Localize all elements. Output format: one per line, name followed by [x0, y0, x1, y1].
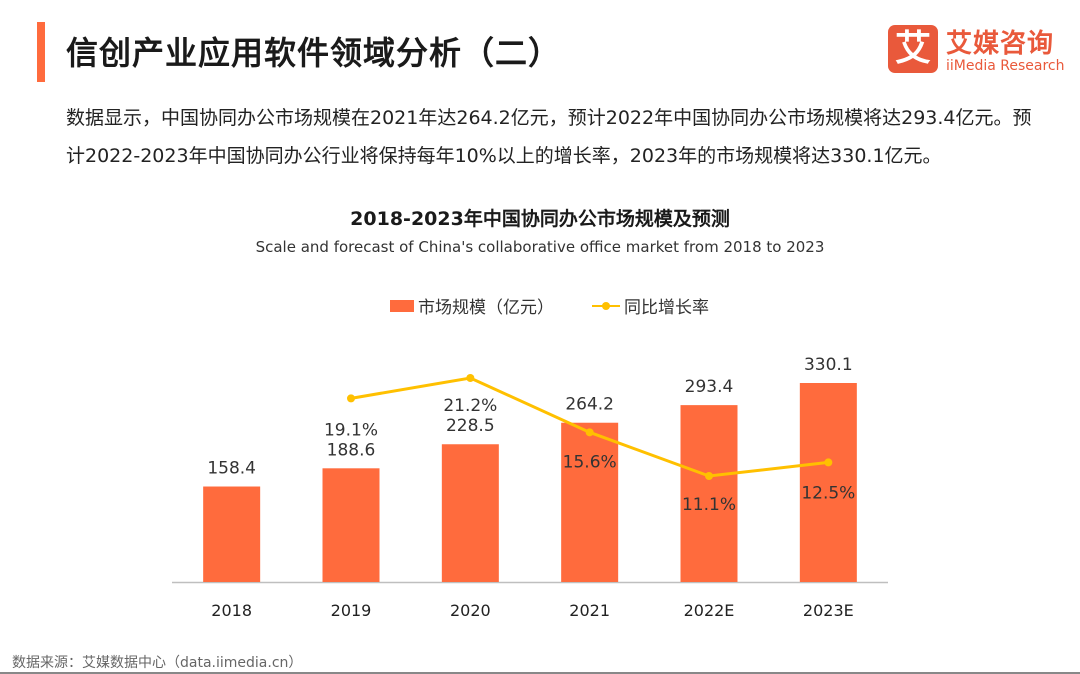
growth-rate-label: 11.1% — [682, 495, 736, 515]
title-accent-bar — [37, 22, 45, 82]
bar-value-label: 293.4 — [685, 377, 734, 397]
summary-text: 数据显示，中国协同办公市场规模在2021年达264.2亿元，预计2022年中国协… — [66, 107, 1032, 167]
growth-rate-label: 19.1% — [324, 420, 378, 440]
bar-value-label: 188.6 — [327, 440, 376, 460]
bar-2018 — [203, 486, 261, 582]
growth-rate-label: 12.5% — [801, 483, 855, 503]
legend-bar-swatch — [390, 299, 414, 312]
growth-rate-label: 15.6% — [563, 452, 617, 472]
x-tick-label: 2019 — [331, 601, 372, 620]
bar-value-label: 228.5 — [446, 416, 495, 436]
data-source: 数据来源：艾媒数据中心（data.iimedia.cn） — [12, 655, 303, 671]
chart-legend: 市场规模（亿元） 同比增长率 — [390, 293, 709, 318]
chart-subtitle: Scale and forecast of China's collaborat… — [255, 238, 825, 256]
bar-2023E — [799, 383, 857, 582]
legend-line-label: 同比增长率 — [624, 298, 709, 318]
logo-name-cn: 艾媒咨询 — [946, 29, 1055, 59]
ai-logo-mark-icon: 艾 — [888, 25, 938, 73]
bar-2022E — [680, 405, 738, 582]
bar-value-label: 330.1 — [804, 355, 853, 375]
legend-bar-label: 市场规模（亿元） — [418, 298, 554, 318]
x-tick-label: 2023E — [803, 601, 854, 620]
bottom-divider — [0, 672, 1080, 674]
brand-logo: 艾 艾媒咨询 iiMedia Research — [888, 25, 1068, 75]
bar-2020 — [441, 444, 499, 582]
x-tick-label: 2020 — [450, 601, 491, 620]
x-tick-label: 2022E — [684, 601, 735, 620]
growth-rate-point-2020 — [466, 374, 475, 382]
page-title: 信创产业应用软件领域分析（二） — [66, 34, 562, 72]
growth-rate-point-2019 — [347, 394, 355, 403]
bar-2021 — [561, 422, 619, 582]
x-tick-label: 2018 — [211, 601, 252, 620]
growth-rate-point-2022E — [705, 472, 713, 480]
bar-value-label: 264.2 — [565, 395, 614, 415]
logo-name-en: iiMedia Research — [946, 58, 1065, 74]
x-tick-label: 2021 — [569, 601, 610, 620]
growth-rate-point-2023E — [824, 458, 833, 467]
growth-rate-label: 21.2% — [443, 396, 497, 416]
legend-line-swatch — [592, 299, 620, 313]
chart-title: 2018-2023年中国协同办公市场规模及预测 — [350, 208, 730, 230]
bar-2019 — [322, 468, 380, 582]
bar-value-label: 158.4 — [207, 459, 256, 479]
growth-rate-point-2021 — [585, 428, 594, 437]
